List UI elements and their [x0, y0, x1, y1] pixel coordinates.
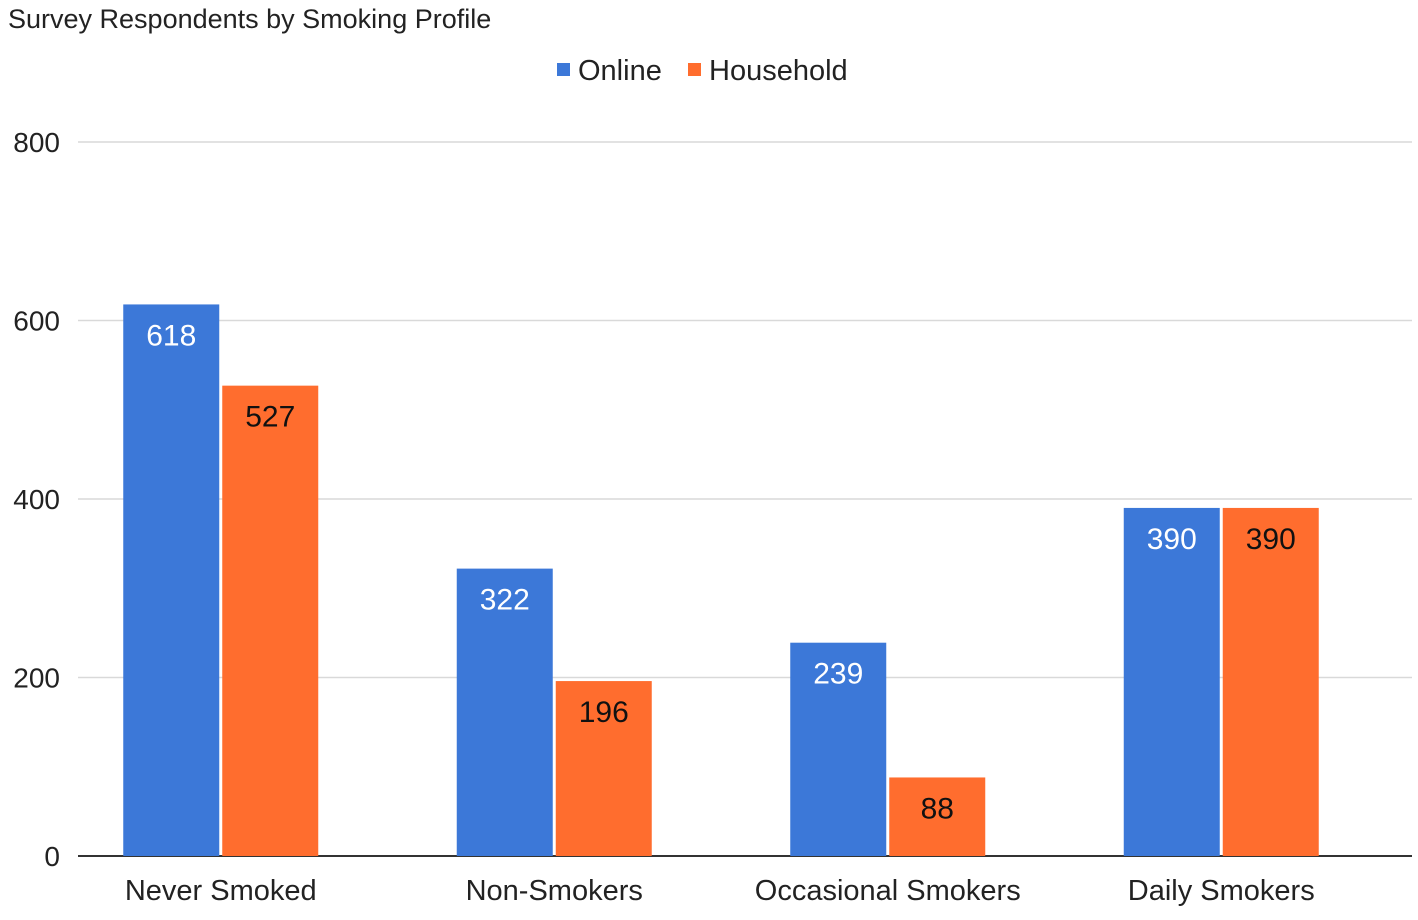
- x-tick-label: Occasional Smokers: [755, 875, 1021, 907]
- bar-online-3: [1123, 507, 1220, 856]
- y-tick-label: 0: [44, 841, 60, 872]
- x-axis: Never Smoked Non-Smokers Occasional Smoker…: [125, 875, 1315, 907]
- data-label: 239: [813, 658, 863, 691]
- data-label: 390: [1147, 523, 1197, 556]
- data-label: 196: [579, 696, 629, 729]
- bar-household-0: [222, 385, 319, 856]
- x-tick-label: Never Smoked: [125, 875, 317, 907]
- bar-online-2: [790, 642, 887, 856]
- legend-swatch-household: [688, 63, 701, 76]
- data-label: 618: [146, 319, 196, 352]
- bars: 618 527 322 196 239 88 390 390: [123, 304, 1319, 856]
- legend-label-household: Household: [709, 55, 848, 87]
- bar-household-3: [1222, 507, 1319, 856]
- legend: Online Household: [557, 55, 848, 87]
- y-axis: 0 200 400 600 800: [13, 127, 1412, 872]
- data-label: 322: [480, 584, 530, 617]
- y-tick-label: 800: [13, 127, 60, 158]
- legend-label-online: Online: [578, 55, 662, 87]
- bar-household-2: [889, 777, 986, 856]
- y-tick-label: 200: [13, 663, 60, 694]
- x-tick-label: Daily Smokers: [1128, 875, 1315, 907]
- data-label: 527: [245, 401, 295, 434]
- data-label: 390: [1246, 523, 1296, 556]
- x-tick-label: Non-Smokers: [466, 875, 643, 907]
- legend-swatch-online: [557, 63, 570, 76]
- y-tick-label: 400: [13, 484, 60, 515]
- y-tick-label: 600: [13, 306, 60, 337]
- bar-household-1: [555, 681, 652, 856]
- chart-title: Survey Respondents by Smoking Profile: [8, 4, 491, 34]
- data-label: 88: [921, 792, 954, 825]
- bar-online-1: [456, 568, 553, 856]
- bar-online-0: [123, 304, 220, 856]
